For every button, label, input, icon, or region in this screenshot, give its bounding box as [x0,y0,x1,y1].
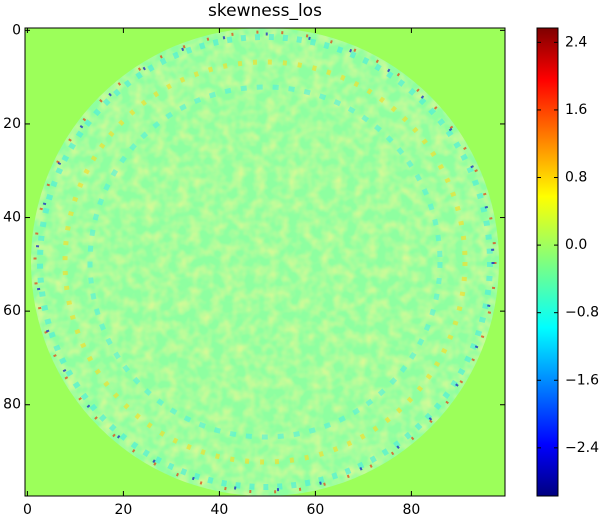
y-tick-label: 0 [12,22,21,38]
colorbar-tick-label: 2.4 [565,34,587,50]
chart-title: skewness_los [208,1,322,21]
x-tick-label: 20 [114,502,132,518]
colorbar-tick-label: −2.4 [565,440,599,456]
y-tick-label: 20 [3,116,21,132]
colorbar-tick-label: −0.8 [565,305,599,321]
colorbar-tick-label: 1.6 [565,102,587,118]
plot-frame [24,27,506,497]
colorbar-tick-label: 0.8 [565,170,587,186]
y-tick-label: 40 [3,210,21,226]
colorbar-tick-label: −1.6 [565,372,599,388]
x-tick-label: 60 [306,502,324,518]
y-tick-label: 60 [3,303,21,319]
colorbar [536,27,559,497]
x-tick-label: 40 [210,502,228,518]
colorbar-tick-label: 0.0 [565,237,587,253]
x-tick-label: 0 [23,502,32,518]
x-tick-label: 80 [402,502,420,518]
heatmap-image [25,28,505,496]
y-tick-label: 80 [3,397,21,413]
